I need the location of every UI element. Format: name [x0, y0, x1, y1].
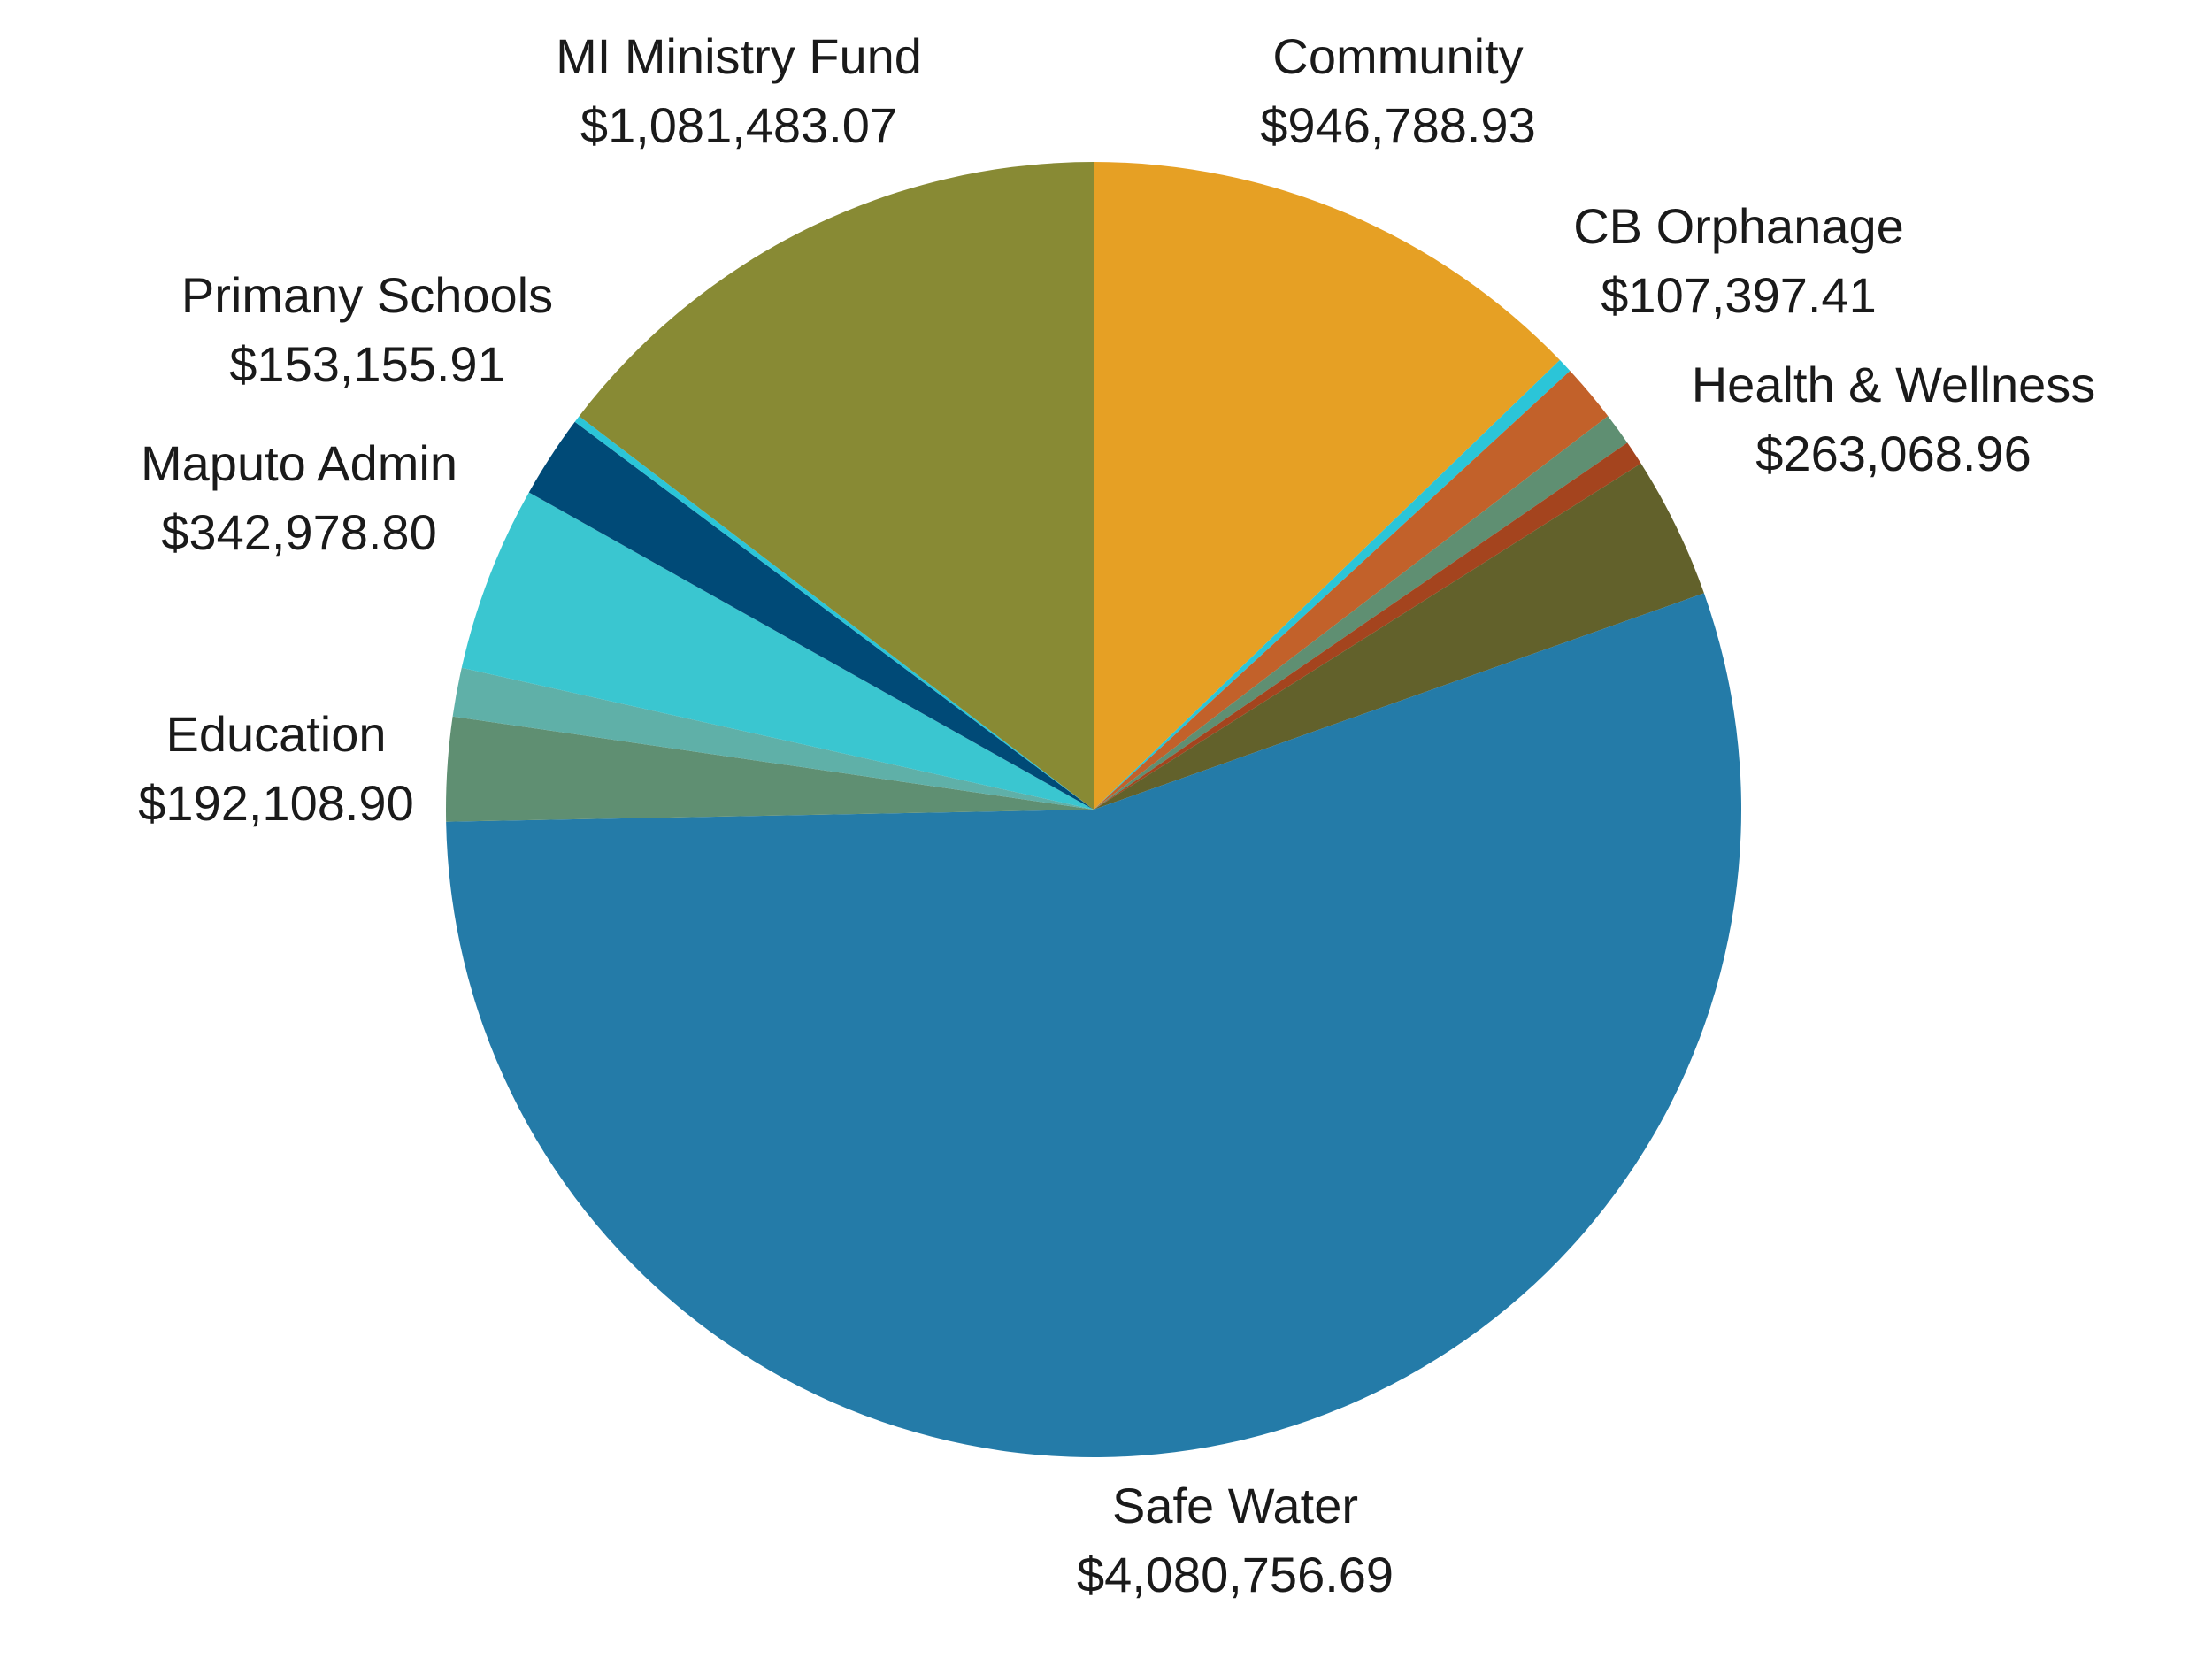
label-value: $946,788.93 [1260, 97, 1536, 153]
label-health-wellness: Health & Wellness $263,068.96 [1692, 360, 2096, 479]
label-value: $263,068.96 [1755, 426, 2032, 481]
pie-slice-education [446, 716, 1094, 822]
label-education: Education $192,108.90 [138, 710, 413, 828]
pie-slice-small-red [1094, 442, 1641, 810]
label-name: Maputo Admin [141, 435, 457, 491]
pie-slice-cb-orphanage [1094, 371, 1609, 810]
label-name: Community [1272, 28, 1524, 84]
pie-slice-community [1094, 162, 1560, 810]
label-value: $153,155.91 [229, 336, 505, 392]
pie-slice-maputo-admin [461, 492, 1094, 810]
pie-slice-small-cyan [1094, 359, 1571, 810]
pie-slice-health-wellness [1094, 463, 1704, 810]
label-name: Health & Wellness [1691, 357, 2096, 412]
label-primany-schools: Primany Schools $153,155.91 [181, 271, 553, 389]
pie-slice-small-teal [452, 667, 1094, 810]
label-safe-water: Safe Water $4,080,756.69 [1077, 1481, 1394, 1600]
label-value: $1,081,483.07 [580, 97, 898, 153]
label-cb-orphanage: CB Orphanage $107,397.41 [1573, 202, 1904, 320]
label-name: Education [165, 706, 387, 762]
label-community: Community $946,788.93 [1260, 32, 1535, 150]
label-value: $4,080,756.69 [1076, 1547, 1394, 1602]
label-name: Safe Water [1111, 1478, 1359, 1533]
label-value: $342,978.80 [161, 504, 437, 560]
label-name: Primany Schools [180, 267, 554, 323]
pie-slice-mi-ministry-fund [579, 162, 1094, 810]
pie-slice-primany-schools [528, 421, 1094, 810]
label-name: CB Orphanage [1573, 198, 1904, 254]
pie-slice-small-green [1094, 416, 1628, 810]
label-value: $107,397.41 [1601, 267, 1877, 323]
pie-slice-small-cyan-2 [574, 416, 1094, 810]
pie-slice-safe-water [446, 593, 1742, 1458]
label-mi-ministry-fund: MI Ministry Fund $1,081,483.07 [556, 32, 922, 150]
label-value: $192,108.90 [138, 775, 414, 831]
label-name: MI Ministry Fund [556, 28, 922, 84]
label-maputo-admin: Maputo Admin $342,978.80 [141, 439, 457, 557]
